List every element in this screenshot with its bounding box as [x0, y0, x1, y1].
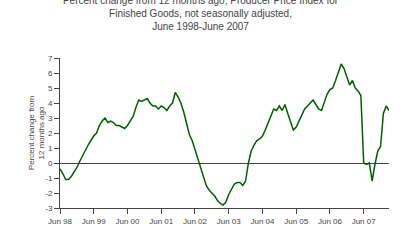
- svg-text:-1: -1: [45, 174, 53, 183]
- svg-text:Jun 00: Jun 00: [115, 217, 140, 226]
- svg-text:Percent change from12 months a: Percent change from12 months ago: [27, 96, 46, 171]
- svg-text:Jun 06: Jun 06: [318, 217, 343, 226]
- svg-text:3: 3: [48, 114, 53, 123]
- svg-text:1: 1: [48, 144, 53, 153]
- svg-text:0: 0: [48, 159, 53, 168]
- svg-text:-3: -3: [45, 204, 53, 213]
- svg-text:Percent change from 12 months: Percent change from 12 months ago, Produ…: [63, 0, 339, 32]
- svg-text:7: 7: [48, 54, 53, 63]
- svg-text:Jun 03: Jun 03: [217, 217, 242, 226]
- svg-text:Jun 07: Jun 07: [352, 217, 377, 226]
- svg-text:Jun 04: Jun 04: [250, 217, 275, 226]
- svg-text:6: 6: [48, 69, 53, 78]
- svg-text:Jun 02: Jun 02: [183, 217, 208, 226]
- svg-text:Jun 01: Jun 01: [149, 217, 174, 226]
- svg-text:4: 4: [48, 99, 53, 108]
- svg-text:-2: -2: [45, 189, 53, 198]
- svg-text:Jun 99: Jun 99: [82, 217, 107, 226]
- svg-text:5: 5: [48, 84, 53, 93]
- svg-text:Jun 05: Jun 05: [284, 217, 309, 226]
- svg-text:Jun 98: Jun 98: [48, 217, 73, 226]
- svg-text:2: 2: [48, 129, 53, 138]
